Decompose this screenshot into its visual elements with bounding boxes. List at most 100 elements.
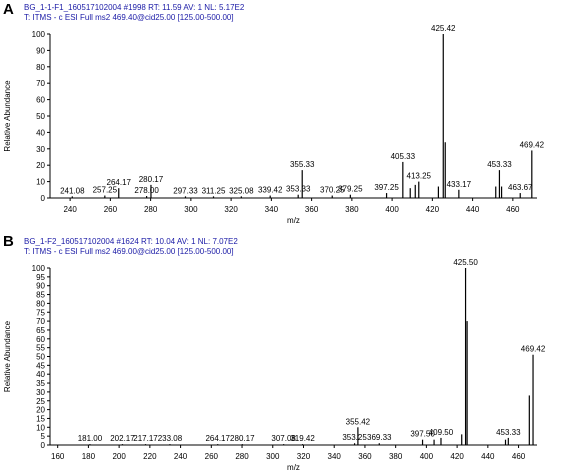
y-tick-label: 60	[36, 96, 45, 105]
peak-label: 339.42	[258, 186, 283, 195]
y-tick-label: 20	[36, 406, 45, 415]
x-tick-label: 400	[420, 452, 434, 461]
peak-label: 369.33	[367, 433, 392, 442]
y-tick-label: 50	[36, 112, 45, 121]
peak-label: 413.25	[407, 172, 432, 181]
x-tick-label: 440	[466, 205, 480, 214]
x-tick-label: 420	[450, 452, 464, 461]
peak-label: 264.17	[107, 178, 132, 187]
peak-label: 397.50	[410, 430, 435, 439]
x-tick-label: 240	[63, 205, 77, 214]
x-tick-label: 460	[512, 452, 526, 461]
peak-label: 257.25	[93, 186, 118, 195]
panel-a-letter: A	[3, 1, 14, 18]
y-tick-label: 95	[36, 273, 45, 282]
peak-label: 397.25	[374, 183, 399, 192]
peak-label: 325.08	[229, 186, 254, 195]
x-tick-label: 380	[345, 205, 359, 214]
y-tick-label: 30	[36, 145, 45, 154]
y-tick-label: 40	[36, 128, 45, 137]
y-axis-label: Relative Abundance	[3, 80, 12, 152]
x-tick-label: 400	[385, 205, 399, 214]
peak-label: 307.08	[271, 434, 296, 443]
x-tick-label: 440	[481, 452, 495, 461]
x-tick-label: 460	[506, 205, 520, 214]
y-tick-label: 40	[36, 370, 45, 379]
y-tick-label: 35	[36, 379, 45, 388]
peak-label: 469.42	[520, 140, 545, 149]
x-tick-label: 220	[143, 452, 157, 461]
x-tick-label: 340	[328, 452, 342, 461]
x-tick-label: 180	[82, 452, 96, 461]
peak-label: 280.17	[139, 175, 164, 184]
peak-label: 217.17	[133, 434, 158, 443]
peak-label: 463.67	[508, 183, 533, 192]
peak-label: 425.50	[453, 258, 478, 267]
panel-b-letter: B	[3, 233, 14, 250]
y-tick-label: 25	[36, 397, 45, 406]
y-tick-label: 60	[36, 335, 45, 344]
y-tick-label: 30	[36, 388, 45, 397]
y-tick-label: 70	[36, 317, 45, 326]
peak-label: 453.33	[496, 428, 521, 437]
peak-label: 469.42	[521, 345, 546, 354]
x-tick-label: 380	[389, 452, 403, 461]
peak-label: 355.33	[290, 160, 315, 169]
y-tick-label: 65	[36, 326, 45, 335]
x-tick-label: 280	[144, 205, 158, 214]
x-tick-label: 360	[305, 205, 319, 214]
y-axis-label: Relative Abundance	[3, 320, 12, 392]
y-tick-label: 0	[41, 194, 46, 203]
x-tick-label: 300	[184, 205, 198, 214]
peak-label: 425.42	[431, 24, 456, 33]
y-tick-label: 20	[36, 161, 45, 170]
y-tick-label: 75	[36, 308, 45, 317]
y-tick-label: 70	[36, 79, 45, 88]
x-tick-label: 320	[224, 205, 238, 214]
x-tick-label: 320	[297, 452, 311, 461]
peak-label: 379.25	[338, 185, 363, 194]
x-tick-label: 160	[51, 452, 65, 461]
x-tick-label: 240	[174, 452, 188, 461]
peak-label: 233.08	[158, 434, 183, 443]
peak-label: 405.33	[391, 152, 416, 161]
y-tick-label: 90	[36, 46, 45, 55]
y-tick-label: 5	[41, 432, 46, 441]
x-tick-label: 300	[266, 452, 280, 461]
peak-label: 241.08	[60, 186, 85, 195]
x-tick-label: 340	[265, 205, 279, 214]
x-tick-label: 260	[205, 452, 219, 461]
x-tick-label: 260	[104, 205, 118, 214]
x-tick-label: 200	[112, 452, 126, 461]
x-tick-label: 280	[235, 452, 249, 461]
peak-label: 353.25	[342, 433, 367, 442]
x-tick-label: 420	[426, 205, 440, 214]
y-tick-label: 85	[36, 291, 45, 300]
x-axis-label: m/z	[287, 463, 300, 472]
panel-b-scan-filter: T: ITMS - c ESI Full ms2 469.00@cid25.00…	[24, 247, 234, 256]
x-axis-label: m/z	[287, 216, 300, 225]
peak-label: 181.00	[78, 434, 103, 443]
y-tick-label: 90	[36, 282, 45, 291]
y-tick-label: 100	[32, 30, 46, 39]
y-tick-label: 50	[36, 353, 45, 362]
peak-label: 409.50	[429, 428, 454, 437]
y-tick-label: 45	[36, 361, 45, 370]
peak-label: 311.25	[202, 186, 226, 195]
spectrum-panel-a: 0 10 20 30 40 50 60 70 80 90 100 240 260 280 300 320 340…	[3, 24, 545, 225]
panel-a-scan-header: BG_1-1-F1_160517102004 #1998 RT: 11.59 A…	[24, 3, 245, 12]
peak-label: 433.17	[447, 180, 472, 189]
x-tick-label: 360	[358, 452, 372, 461]
panel-a-scan-filter: T: ITMS - c ESI Full ms2 469.40@cid25.00…	[24, 13, 234, 22]
y-tick-label: 15	[36, 414, 45, 423]
peak-label: 280.17	[230, 434, 255, 443]
panel-b-scan-header: BG_1-F2_160517102004 #1624 RT: 10.04 AV:…	[24, 237, 238, 246]
peak-label: 319.42	[290, 434, 315, 443]
spectrum-panel-b: 0510152025303540455055606570758085909510…	[3, 258, 546, 472]
peak-label: 370.25	[320, 186, 345, 195]
y-tick-label: 80	[36, 63, 45, 72]
peak-label: 264.17	[205, 434, 230, 443]
y-tick-label: 100	[32, 264, 46, 273]
peak-label: 278.00	[134, 186, 159, 195]
